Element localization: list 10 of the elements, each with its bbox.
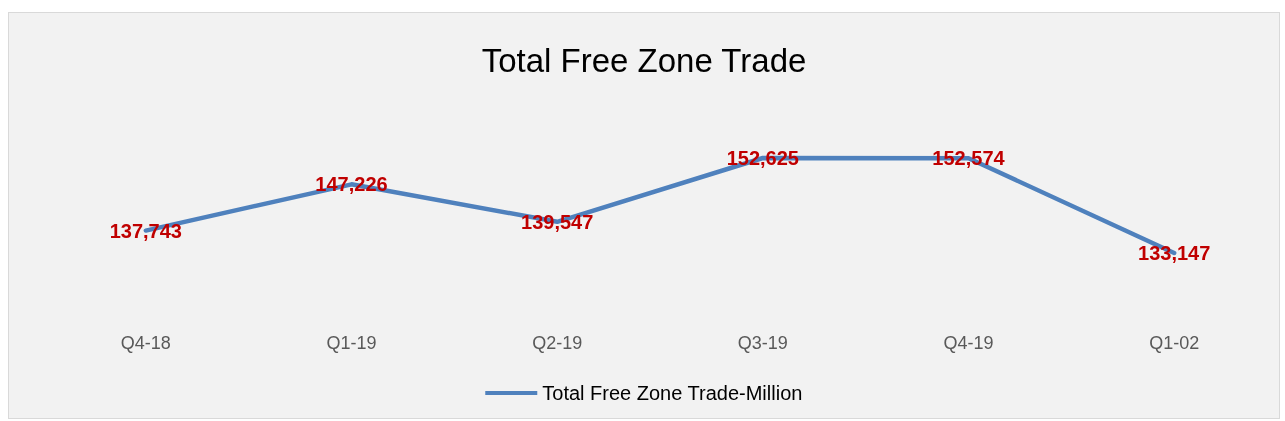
legend-label: Total Free Zone Trade-Million <box>542 382 803 404</box>
x-tick-label: Q1-19 <box>326 333 377 353</box>
x-tick-label: Q2-19 <box>532 333 583 353</box>
x-tick-label: Q4-18 <box>120 333 171 353</box>
x-tick-label: Q4-19 <box>943 333 994 353</box>
x-tick-label: Q3-19 <box>737 333 788 353</box>
data-label: 133,147 <box>1138 242 1211 264</box>
data-label: 137,743 <box>109 219 182 242</box>
x-tick-label: Q1-02 <box>1149 333 1200 353</box>
chart-title: Total Free Zone Trade <box>481 42 807 79</box>
